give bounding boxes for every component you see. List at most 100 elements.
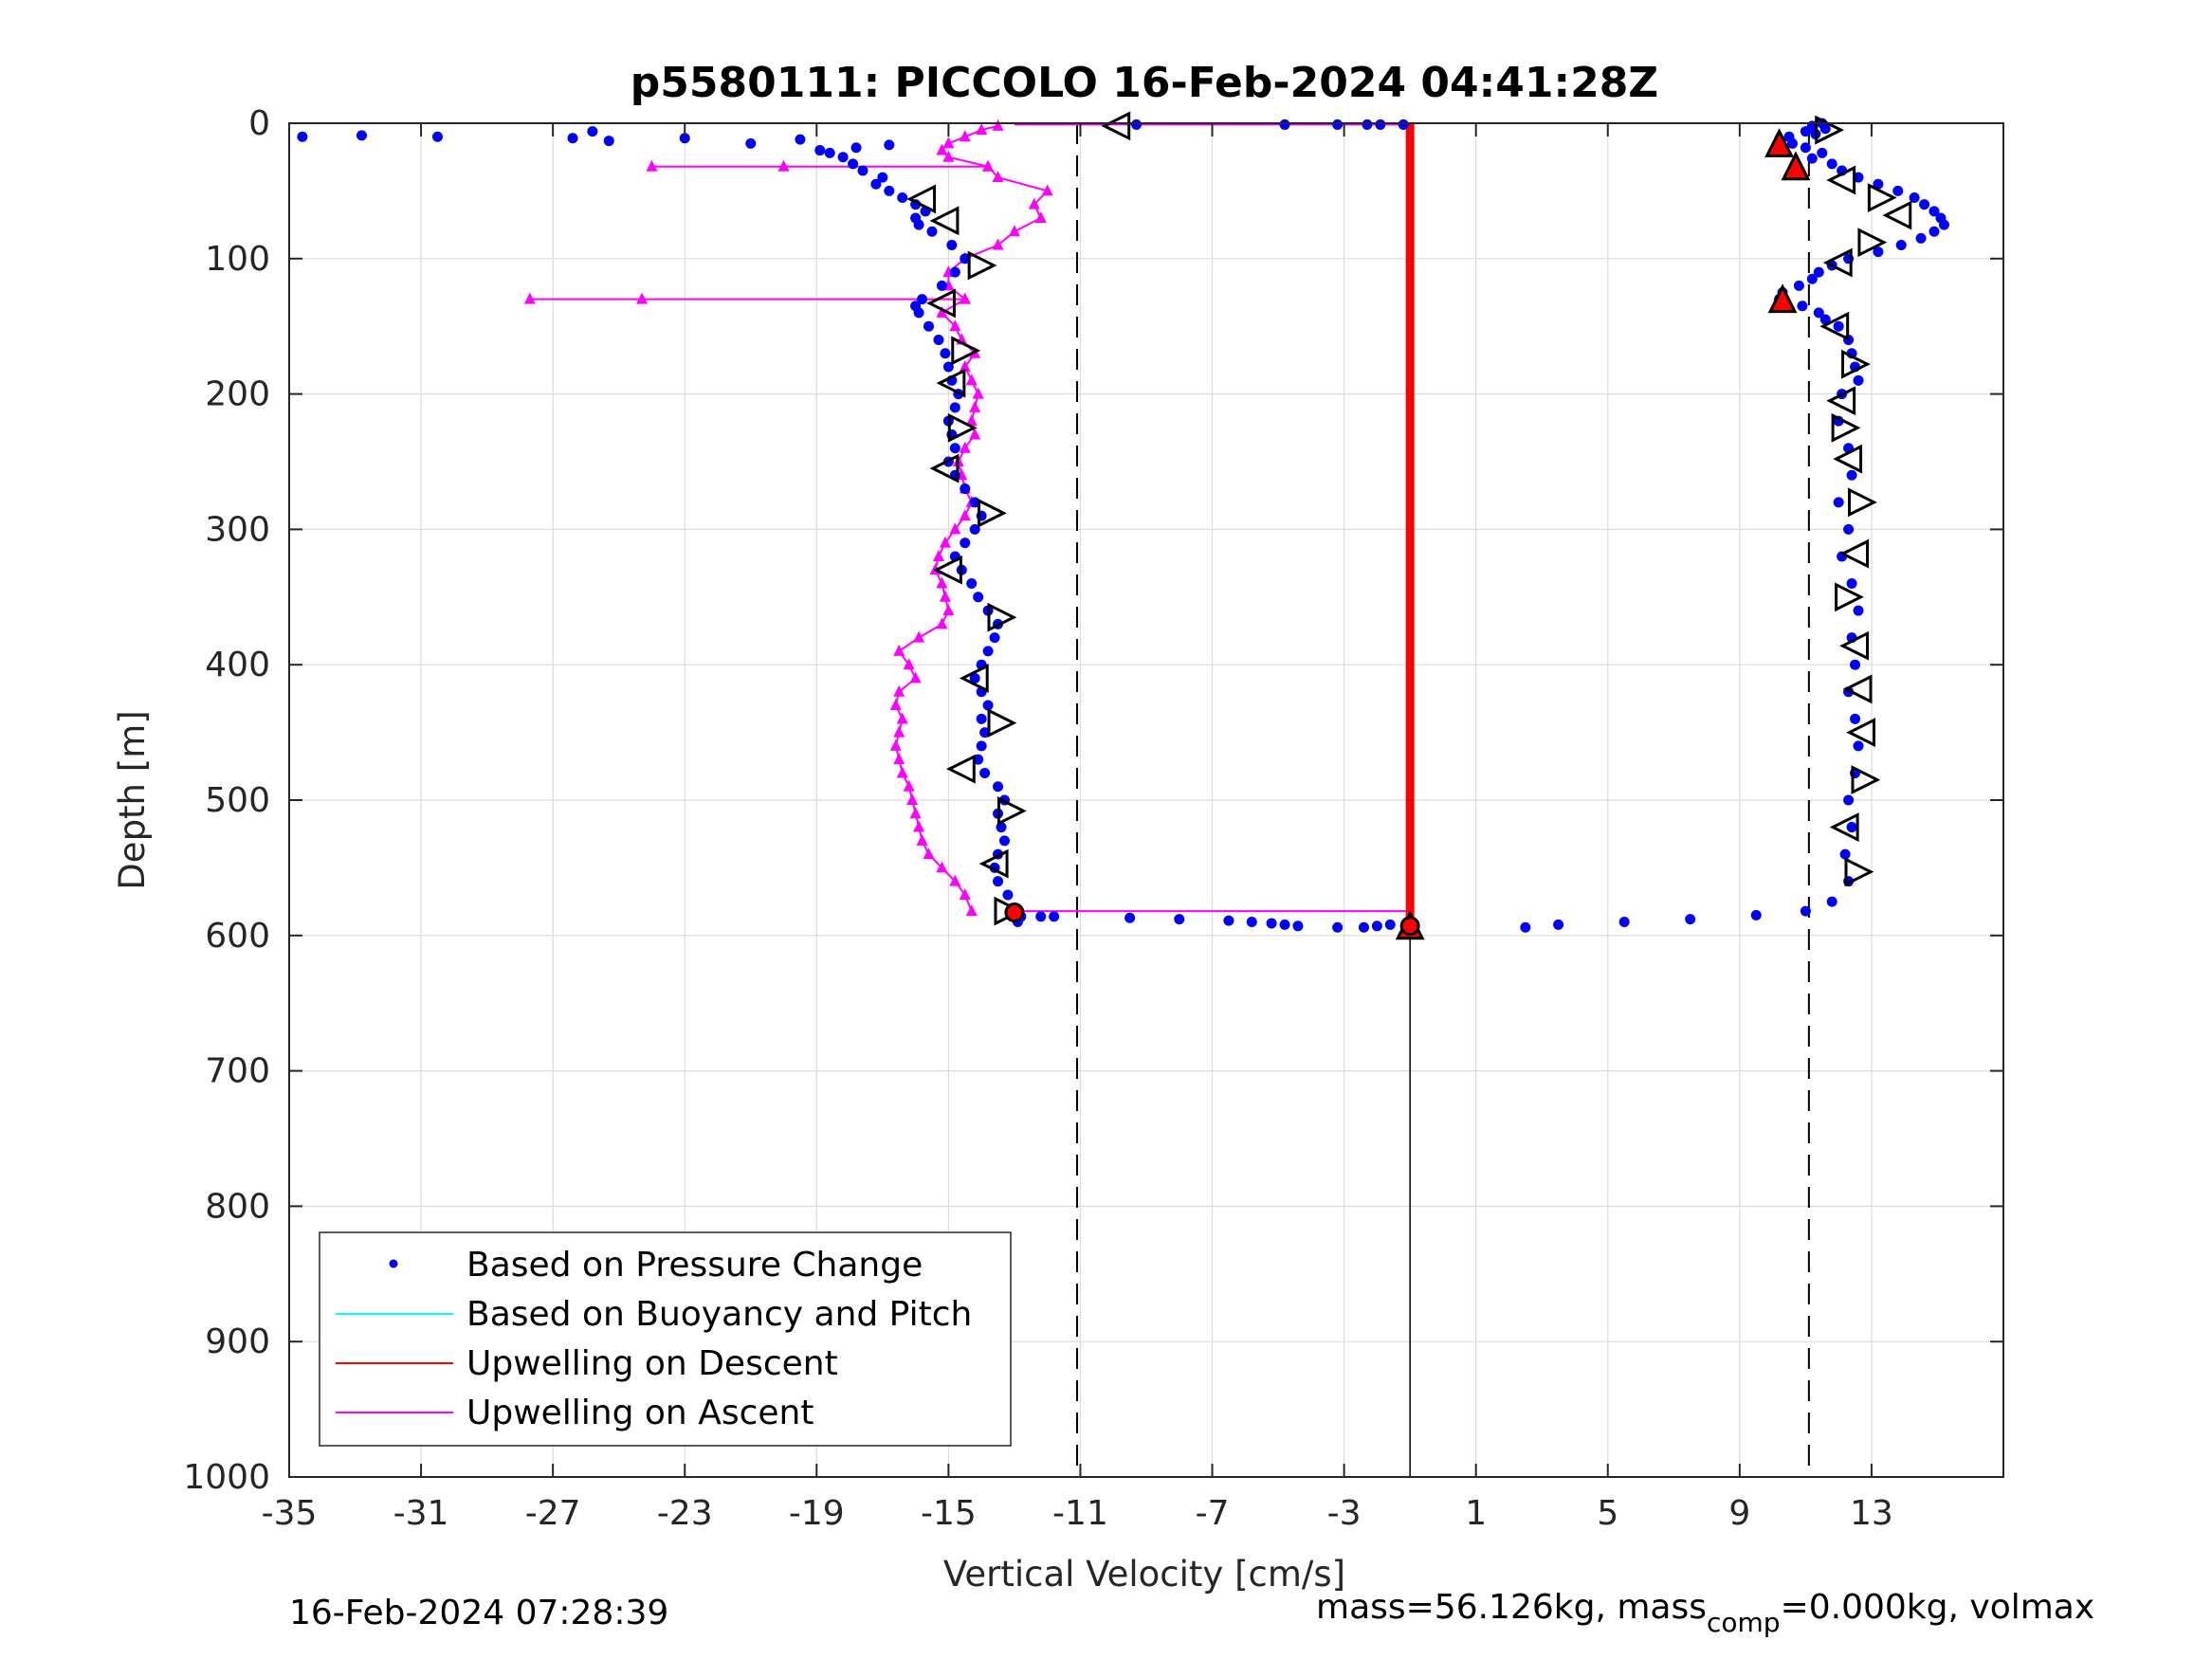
- pressure-descent-point: [1553, 919, 1564, 930]
- left-triangle-marker: [1101, 111, 1131, 141]
- pressure-descent-point: [1843, 523, 1855, 535]
- pressure-descent-point: [1800, 142, 1811, 154]
- pressure-descent-point: [1786, 137, 1798, 149]
- ascent-upwelling-point: [1041, 184, 1053, 196]
- ascent-upwelling-point: [936, 305, 948, 318]
- ascent-upwelling-point: [969, 428, 981, 440]
- pressure-bottom-point: [1266, 918, 1277, 929]
- pressure-surface-point: [884, 139, 895, 151]
- pressure-ascent-point: [960, 538, 971, 549]
- ascent-upwelling-point: [909, 671, 922, 684]
- pressure-bottom-point: [1358, 921, 1369, 933]
- left-triangle-marker: [1839, 630, 1870, 661]
- pressure-top-point: [1375, 118, 1386, 130]
- pressure-ascent-point: [998, 835, 1010, 847]
- right-triangle-marker: [987, 708, 1017, 738]
- y-tick-labels: 0 100 200 300 400 500 600 700 800 900 1000: [183, 104, 2003, 1497]
- pressure-surface-point: [603, 136, 614, 147]
- pressure-ascent-point: [979, 727, 991, 738]
- left-triangle-marker: [1833, 444, 1863, 474]
- ascent-upwelling-point: [916, 833, 928, 846]
- x-tick-label: 13: [1850, 1494, 1893, 1533]
- ascent-upwelling-point: [965, 374, 978, 386]
- pressure-ascent-point: [989, 632, 1000, 644]
- right-triangle-marker: [1867, 183, 1897, 212]
- ascent-upwelling-point: [636, 292, 649, 304]
- pressure-descent-point: [1817, 147, 1828, 158]
- chart-title: p5580111: PICCOLO 16-Feb-2024 04:41:28Z: [631, 59, 1658, 107]
- y-tick-label: 1000: [183, 1458, 270, 1497]
- pressure-ascent-point: [949, 266, 960, 278]
- pressure-ascent-point: [942, 361, 954, 373]
- pressure-surface-point: [679, 133, 690, 144]
- pressure-descent-point: [1797, 301, 1808, 312]
- ascent-upwelling-point: [982, 159, 995, 172]
- pressure-descent-point: [1846, 822, 1857, 833]
- pressure-ascent-point: [949, 443, 960, 454]
- pressure-descent-point: [1846, 578, 1857, 590]
- pressure-ascent-point: [870, 178, 882, 190]
- pressure-descent-point: [1850, 713, 1861, 724]
- pressure-ascent-point: [857, 165, 868, 176]
- pressure-ascent-point: [960, 253, 971, 264]
- pressure-ascent-point: [917, 294, 928, 305]
- ascent-upwelling-point: [959, 130, 971, 142]
- pressure-top-point: [1279, 118, 1290, 130]
- pressure-surface-point: [850, 142, 862, 154]
- pressure-ascent-point: [1002, 889, 1014, 901]
- ascent-upwelling-point: [936, 617, 948, 629]
- ascent-upwelling-point: [942, 150, 955, 162]
- ascent-upwelling-point: [969, 400, 981, 412]
- footer-mass-suffix: =0.000kg, volmax: [1781, 1588, 2095, 1627]
- pressure-descent-point: [1873, 178, 1884, 190]
- pressure-descent-point: [1800, 905, 1811, 917]
- pressure-ascent-point: [982, 700, 994, 711]
- legend-label-ascent: Upwelling on Ascent: [466, 1394, 814, 1432]
- ascent-upwelling-point: [936, 861, 948, 873]
- pressure-top-point: [1398, 118, 1409, 130]
- pressure-ascent-point: [949, 402, 960, 413]
- pressure-descent-point: [1826, 896, 1837, 907]
- ascent-upwelling-point: [896, 712, 908, 724]
- pressure-ascent-point: [976, 713, 987, 724]
- ascent-upwelling-point: [959, 509, 971, 521]
- pressure-descent-point: [1819, 314, 1831, 325]
- ascent-upwelling-point: [777, 159, 790, 172]
- ascent-upwelling-point: [942, 137, 955, 149]
- x-tick-label: -15: [921, 1494, 977, 1533]
- x-tick-labels: -35 -31 -27 -23 -19 -15 -11 -7 -3 1 5 9 13: [262, 123, 1893, 1533]
- pressure-bottom-point: [1279, 919, 1290, 930]
- ascent-upwelling-point: [949, 319, 961, 332]
- ascent-upwelling-point: [1008, 225, 1020, 237]
- x-tick-label: 9: [1728, 1494, 1750, 1533]
- left-triangle-marker: [1829, 812, 1859, 842]
- left-triangle-marker: [978, 848, 1009, 879]
- left-triangle-marker: [906, 184, 937, 214]
- pressure-ascent-point: [877, 172, 888, 183]
- reference-lines: [1075, 123, 1810, 1477]
- pressure-surface-point: [297, 131, 308, 142]
- pressure-top-point: [1362, 118, 1373, 130]
- pressure-descent-point: [1892, 185, 1904, 196]
- pressure-ascent-point: [897, 192, 908, 204]
- left-triangle-marker: [1822, 247, 1853, 278]
- x-tick-label: -7: [1196, 1494, 1230, 1533]
- pressure-descent-point: [1833, 320, 1844, 332]
- ascent-upwelling-point: [959, 887, 971, 900]
- ascent-upwelling-point: [903, 658, 915, 670]
- left-triangle-marker: [926, 288, 956, 319]
- y-tick-label: 500: [205, 781, 270, 820]
- pressure-descent-point: [1895, 240, 1907, 251]
- legend-box: [319, 1231, 1012, 1447]
- ascent-upwelling-point: [959, 360, 971, 373]
- pressure-surface-point: [431, 131, 443, 142]
- pressure-bottom-point: [1332, 921, 1344, 933]
- legend-swatch-pressure: [389, 1259, 398, 1268]
- left-triangle-marker: [1842, 674, 1873, 704]
- pressure-descent-point: [1929, 226, 1940, 237]
- pressure-ascent-point: [946, 240, 958, 251]
- x-tick-label: -19: [789, 1494, 845, 1533]
- pressure-descent-point: [1846, 469, 1857, 481]
- right-triangle-marker: [978, 498, 1007, 528]
- left-triangle-marker: [1839, 538, 1870, 569]
